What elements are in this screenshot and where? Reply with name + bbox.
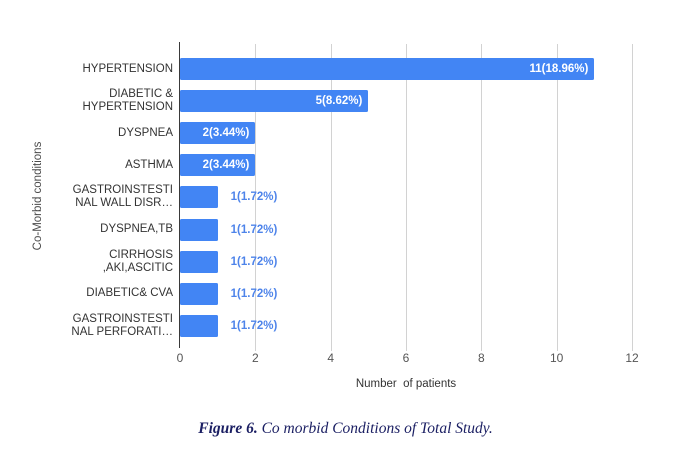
bar-value-label: 2(3.44%) (202, 127, 250, 140)
gridline (481, 44, 483, 351)
bar (180, 314, 218, 337)
y-axis-line (179, 42, 180, 348)
category-label: GASTROINSTESTI NAL PERFORATI… (71, 312, 173, 338)
plot-area: 11(18.96%) 5(8.62%) 2(3.44%) 2(3.44%) 1(1.72… (180, 44, 633, 351)
bar-value-label: 1(1.72%) (230, 287, 278, 300)
gridline (406, 44, 407, 351)
bars: 11(18.96%) 5(8.62%) 2(3.44%) 2(3.44%) 1(1.72… (180, 53, 632, 342)
category-label: GASTROINSTESTI NAL WALL DISR… (72, 184, 173, 210)
figure-number: Figure 6. (198, 420, 258, 437)
bar (180, 282, 218, 305)
x-tick-label: 6 (402, 351, 410, 365)
bar-row: 2(3.44%) (180, 149, 632, 181)
bar-row: 1(1.72%) (180, 278, 632, 310)
bar: 2(3.44%) (180, 154, 256, 177)
bar-row: 1(1.72%) (180, 181, 632, 213)
bar-value-label: 1(1.72%) (230, 191, 278, 204)
x-tick-label: 8 (477, 351, 485, 365)
category-label: DIABETIC & HYPERTENSION (82, 88, 173, 114)
bar-value-label: 1(1.72%) (230, 319, 278, 332)
bar-row: 11(18.96%) (180, 53, 632, 85)
bar (180, 218, 218, 241)
bar-value-label: 11(18.96%) (529, 63, 589, 76)
bar: 5(8.62%) (180, 90, 369, 113)
category-label: ASTHMA (125, 158, 173, 171)
category-label: DYSPNEA,TB (100, 223, 173, 236)
bar (180, 250, 218, 273)
gridline (330, 44, 332, 351)
gridline (255, 44, 257, 351)
category-label: DIABETIC& CVA (86, 287, 173, 300)
category-label: HYPERTENSION (82, 62, 173, 75)
bar-value-label: 1(1.72%) (230, 255, 278, 268)
x-axis-tick-labels: 0 2 4 6 8 10 12 (176, 351, 639, 365)
bar: 2(3.44%) (180, 122, 256, 145)
bar: 11(18.96%) (180, 58, 595, 81)
bar-value-label: 1(1.72%) (230, 223, 278, 236)
bar (180, 186, 218, 209)
bar-row: 1(1.72%) (180, 214, 632, 246)
x-axis-title: Number of patients (355, 378, 457, 390)
x-tick-label: 10 (549, 351, 564, 365)
caption-text: Co morbid Conditions of Total Study. (257, 420, 493, 437)
bar-row: 2(3.44%) (180, 117, 632, 149)
bar-value-label: 2(3.44%) (202, 159, 250, 172)
category-axis-labels: HYPERTENSION DIABETIC & HYPERTENSION DYSPNE… (40, 53, 173, 342)
x-tick-label: 4 (327, 351, 334, 365)
x-tick-label: 2 (251, 351, 259, 365)
bar-row: 5(8.62%) (180, 85, 632, 117)
gridline (556, 44, 558, 351)
category-label: DYSPNEA (118, 126, 173, 139)
figure-caption: Figure 6. Co morbid Conditions of Total … (0, 420, 691, 438)
category-label: CIRRHOSIS ,AKI,ASCITIC (102, 248, 173, 274)
bar-row: 1(1.72%) (180, 310, 632, 342)
bar-value-label: 5(8.62%) (315, 95, 363, 108)
x-tick-label: 12 (625, 351, 639, 365)
x-tick-label: 0 (176, 351, 184, 365)
gridline (632, 44, 633, 351)
bar-row: 1(1.72%) (180, 246, 632, 278)
